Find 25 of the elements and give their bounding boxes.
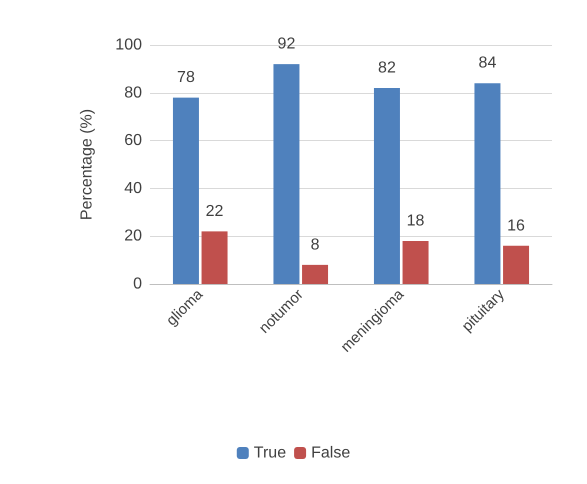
y-axis-title: Percentage (%)	[78, 108, 96, 220]
data-label: 82	[378, 60, 396, 77]
data-label: 22	[206, 202, 224, 220]
bar	[402, 240, 429, 284]
y-tick-label: 80	[124, 84, 142, 102]
y-tick-label: 20	[124, 228, 142, 245]
data-label: 84	[478, 54, 496, 72]
y-tick-label: 0	[133, 276, 142, 292]
bar	[374, 88, 400, 284]
data-label: 78	[177, 69, 195, 86]
data-label: 92	[278, 36, 296, 53]
bar	[474, 83, 500, 284]
bar	[202, 231, 228, 284]
y-tick-label: 100	[115, 36, 142, 54]
legend-label: False	[311, 444, 350, 462]
bar	[302, 264, 328, 284]
y-tick-label: 40	[124, 180, 142, 197]
bar	[503, 246, 530, 284]
bar	[273, 64, 300, 284]
legend-label: True	[254, 444, 286, 462]
data-label: 18	[406, 212, 425, 230]
bar	[172, 98, 199, 284]
data-label: 16	[507, 217, 526, 234]
y-tick-label: 60	[124, 132, 142, 150]
data-label: 8	[310, 236, 320, 254]
